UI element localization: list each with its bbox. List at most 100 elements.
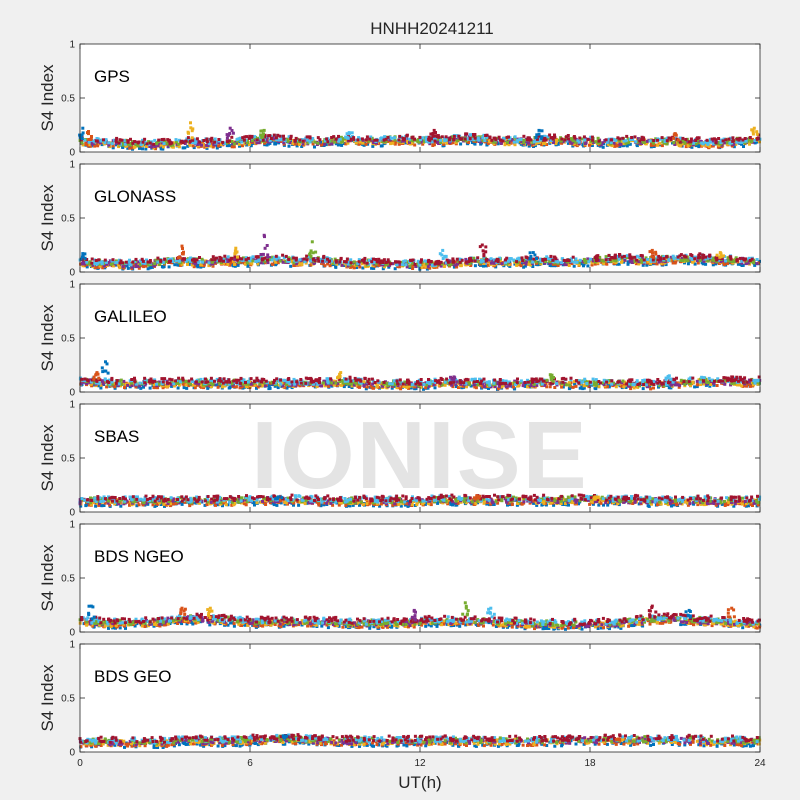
data-points — [78, 360, 762, 391]
data-point — [501, 139, 505, 143]
data-point — [648, 139, 652, 143]
data-point — [358, 140, 362, 144]
data-point — [614, 142, 618, 146]
data-point — [574, 140, 578, 144]
data-point — [277, 256, 281, 260]
data-point — [279, 140, 283, 143]
data-point — [643, 260, 646, 264]
data-point — [119, 378, 123, 382]
data-point — [665, 139, 669, 143]
data-point — [570, 141, 574, 145]
data-point — [215, 144, 219, 148]
data-point — [512, 385, 515, 389]
data-point — [445, 141, 449, 145]
data-point — [493, 261, 496, 265]
data-point — [523, 384, 527, 388]
data-point — [263, 141, 267, 145]
data-point — [206, 386, 210, 390]
data-point — [372, 266, 376, 270]
data-point — [134, 143, 138, 146]
data-point — [496, 260, 500, 264]
data-point — [193, 262, 197, 266]
data-point — [628, 142, 632, 146]
data-point — [529, 384, 533, 387]
data-point — [586, 137, 590, 141]
data-point — [111, 144, 115, 148]
data-point — [614, 139, 618, 142]
data-point — [202, 380, 206, 383]
data-point — [484, 245, 488, 249]
data-point — [174, 140, 178, 144]
data-point — [375, 141, 378, 145]
data-point — [94, 259, 98, 262]
data-point — [84, 141, 88, 145]
data-point — [549, 136, 553, 140]
data-point — [553, 386, 557, 389]
data-point — [183, 381, 187, 385]
data-point — [721, 139, 725, 143]
data-point — [370, 266, 374, 270]
data-point — [183, 257, 186, 261]
data-point — [82, 261, 85, 265]
data-point — [270, 258, 274, 262]
data-point — [429, 262, 432, 266]
data-point — [254, 255, 258, 259]
data-point — [352, 266, 356, 270]
data-point — [664, 263, 668, 267]
data-point — [164, 260, 168, 264]
data-point — [671, 261, 675, 265]
data-point — [607, 384, 611, 388]
data-point — [406, 139, 410, 143]
data-point — [609, 259, 613, 263]
data-point — [372, 262, 376, 266]
data-point — [384, 140, 388, 144]
data-point — [184, 383, 188, 387]
data-point — [178, 256, 182, 260]
data-point — [330, 136, 334, 139]
data-point — [708, 140, 712, 144]
data-point — [272, 137, 276, 141]
data-point — [755, 258, 759, 261]
data-point — [623, 258, 627, 262]
data-point — [538, 257, 542, 261]
data-point — [126, 383, 130, 387]
data-point — [690, 258, 694, 261]
data-point — [433, 262, 437, 266]
data-point — [482, 252, 486, 256]
data-point — [731, 136, 735, 140]
data-point — [543, 141, 547, 145]
data-point — [424, 381, 428, 385]
data-point — [324, 382, 328, 386]
data-point — [236, 137, 240, 141]
data-point — [313, 259, 317, 263]
data-point — [233, 255, 237, 259]
data-point — [284, 254, 288, 258]
data-point — [343, 264, 347, 267]
data-point — [100, 143, 104, 147]
data-point — [670, 383, 674, 387]
data-point — [330, 142, 334, 146]
data-point — [357, 260, 361, 264]
data-point — [716, 145, 720, 149]
data-point — [148, 266, 152, 270]
data-point — [758, 140, 761, 144]
data-point — [440, 135, 444, 139]
data-point — [444, 137, 448, 141]
data-point — [657, 260, 661, 264]
data-point — [660, 144, 664, 148]
data-point — [428, 142, 432, 146]
data-point — [232, 142, 236, 146]
data-point — [621, 379, 625, 383]
data-point — [529, 138, 533, 142]
data-point — [348, 265, 352, 269]
data-point — [367, 262, 371, 266]
data-point — [129, 137, 132, 141]
data-point — [298, 143, 301, 146]
data-point — [654, 137, 658, 141]
data-point — [364, 387, 368, 391]
data-point — [604, 258, 608, 262]
data-point — [575, 260, 579, 264]
data-point — [191, 144, 195, 148]
data-point — [473, 264, 477, 268]
data-point — [342, 385, 346, 389]
